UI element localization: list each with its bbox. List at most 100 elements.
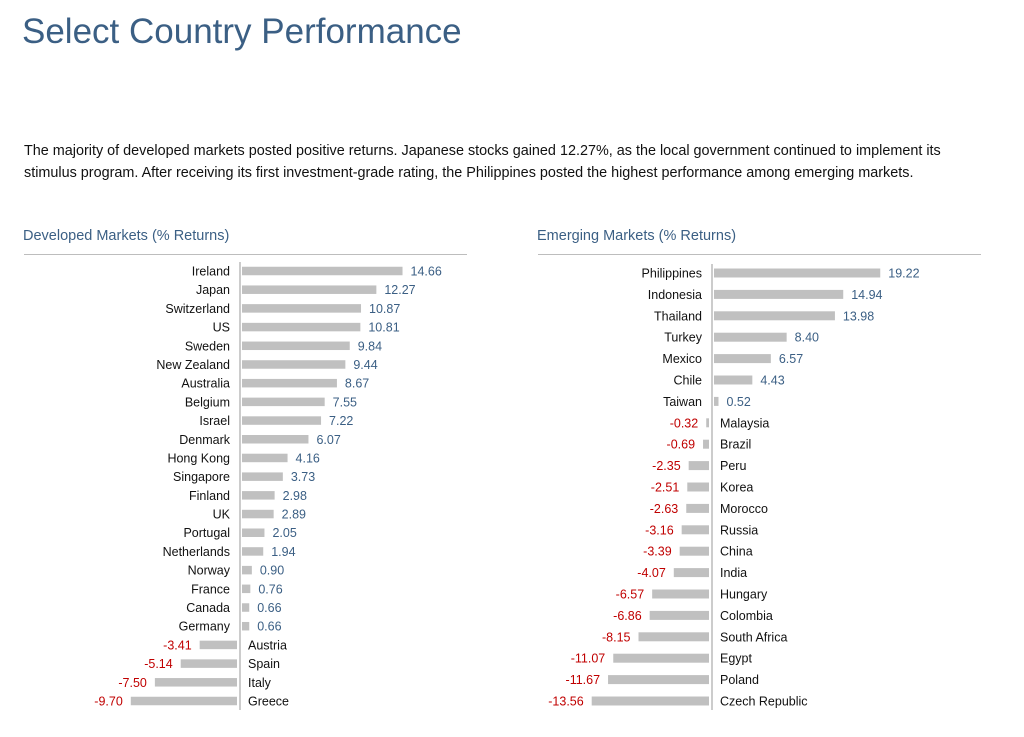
developed-markets-title: Developed Markets (% Returns) — [23, 228, 230, 244]
emerging-bar-colombia — [649, 610, 709, 620]
emerging-category-label-south-africa: South Africa — [720, 630, 787, 644]
emerging-bar-brazil — [703, 439, 709, 449]
emerging-markets-rule — [538, 254, 981, 255]
developed-bar-hong-kong — [242, 453, 288, 463]
developed-bar-germany — [242, 621, 250, 631]
emerging-category-label-thailand: Thailand — [654, 309, 702, 323]
emerging-category-label-india: India — [720, 566, 747, 580]
emerging-value-label-brazil: -0.69 — [667, 438, 696, 452]
emerging-category-label-taiwan: Taiwan — [663, 395, 702, 409]
developed-value-label-us: 10.81 — [368, 321, 399, 335]
emerging-value-label-philippines: 19.22 — [888, 267, 919, 281]
developed-category-label-spain: Spain — [248, 657, 280, 671]
developed-value-label-australia: 8.67 — [345, 377, 369, 391]
emerging-value-label-india: -4.07 — [637, 566, 666, 580]
developed-category-label-germany: Germany — [179, 620, 231, 634]
emerging-value-label-morocco: -2.63 — [650, 502, 679, 516]
emerging-value-label-taiwan: 0.52 — [726, 395, 750, 409]
developed-category-label-finland: Finland — [189, 489, 230, 503]
emerging-value-label-egypt: -11.07 — [571, 652, 606, 666]
developed-category-label-france: France — [191, 582, 230, 596]
emerging-category-label-czech-republic: Czech Republic — [720, 695, 808, 709]
developed-value-label-belgium: 7.55 — [333, 395, 357, 409]
emerging-bar-philippines — [714, 268, 881, 278]
developed-category-label-ireland: Ireland — [192, 265, 230, 279]
emerging-bar-indonesia — [714, 289, 844, 299]
emerging-category-label-china: China — [720, 545, 753, 559]
developed-category-label-australia: Australia — [181, 377, 230, 391]
emerging-bar-russia — [681, 525, 709, 535]
developed-bar-denmark — [242, 435, 309, 444]
emerging-value-label-turkey: 8.40 — [795, 331, 819, 345]
emerging-value-label-korea: -2.51 — [651, 481, 680, 495]
emerging-bar-chile — [714, 375, 753, 385]
developed-category-label-canada: Canada — [186, 601, 230, 615]
emerging-category-label-brazil: Brazil — [720, 438, 751, 452]
developed-value-label-ireland: 14.66 — [411, 265, 442, 279]
developed-bar-portugal — [242, 528, 265, 537]
emerging-category-label-hungary: Hungary — [720, 588, 768, 602]
emerging-category-label-chile: Chile — [674, 374, 703, 388]
emerging-value-label-indonesia: 14.94 — [851, 288, 882, 302]
developed-category-label-uk: UK — [213, 508, 231, 522]
emerging-value-label-poland: -11.67 — [566, 673, 601, 687]
developed-value-label-denmark: 6.07 — [316, 433, 340, 447]
emerging-bar-egypt — [613, 653, 709, 663]
developed-bar-israel — [242, 416, 322, 425]
developed-category-label-switzerland: Switzerland — [165, 302, 230, 316]
emerging-bar-mexico — [714, 354, 771, 364]
emerging-value-label-hungary: -6.57 — [616, 588, 645, 602]
emerging-bar-morocco — [686, 503, 709, 513]
developed-bar-belgium — [242, 397, 325, 407]
emerging-category-label-korea: Korea — [720, 481, 753, 495]
developed-bar-australia — [242, 378, 337, 388]
emerging-value-label-colombia: -6.86 — [613, 609, 642, 623]
developed-category-label-hong-kong: Hong Kong — [167, 451, 230, 465]
developed-category-label-japan: Japan — [196, 283, 230, 297]
developed-value-label-italy: -7.50 — [118, 676, 147, 690]
developed-value-label-japan: 12.27 — [384, 283, 415, 297]
emerging-category-label-russia: Russia — [720, 523, 758, 537]
emerging-value-label-malaysia: -0.32 — [670, 416, 699, 430]
developed-category-label-israel: Israel — [199, 414, 230, 428]
developed-value-label-new-zealand: 9.44 — [353, 358, 377, 372]
emerging-value-label-czech-republic: -13.56 — [548, 695, 583, 709]
emerging-category-label-egypt: Egypt — [720, 652, 752, 666]
developed-value-label-sweden: 9.84 — [358, 339, 382, 353]
developed-value-label-spain: -5.14 — [144, 657, 173, 671]
developed-category-label-singapore: Singapore — [173, 470, 230, 484]
emerging-value-label-peru: -2.35 — [652, 459, 681, 473]
emerging-bar-china — [679, 546, 709, 556]
emerging-bar-turkey — [714, 332, 787, 342]
developed-category-label-portugal: Portugal — [183, 526, 230, 540]
developed-value-label-finland: 2.98 — [283, 489, 307, 503]
developed-bar-spain — [180, 659, 237, 668]
developed-category-label-denmark: Denmark — [179, 433, 230, 447]
developed-bar-austria — [199, 640, 237, 650]
emerging-category-label-colombia: Colombia — [720, 609, 773, 623]
developed-bar-sweden — [242, 341, 350, 351]
developed-category-label-netherlands: Netherlands — [163, 545, 230, 559]
developed-value-label-france: 0.76 — [258, 582, 282, 596]
developed-value-label-canada: 0.66 — [257, 601, 281, 615]
developed-bar-uk — [242, 509, 274, 519]
developed-value-label-greece: -9.70 — [94, 695, 123, 709]
emerging-bar-korea — [687, 482, 709, 492]
developed-bar-netherlands — [242, 547, 264, 556]
developed-bar-ireland — [242, 266, 403, 276]
page-title: Select Country Performance — [22, 12, 462, 51]
emerging-bar-thailand — [714, 311, 835, 321]
emerging-bar-hungary — [652, 589, 709, 599]
developed-value-label-portugal: 2.05 — [272, 526, 296, 540]
emerging-category-label-morocco: Morocco — [720, 502, 768, 516]
emerging-bar-czech-republic — [591, 696, 709, 706]
developed-bar-canada — [242, 603, 250, 612]
emerging-value-label-thailand: 13.98 — [843, 309, 874, 323]
developed-markets-rule — [24, 254, 467, 255]
emerging-value-label-china: -3.39 — [643, 545, 672, 559]
developed-value-label-switzerland: 10.87 — [369, 302, 400, 316]
developed-bar-new-zealand — [242, 360, 346, 369]
emerging-bar-south-africa — [638, 632, 709, 642]
